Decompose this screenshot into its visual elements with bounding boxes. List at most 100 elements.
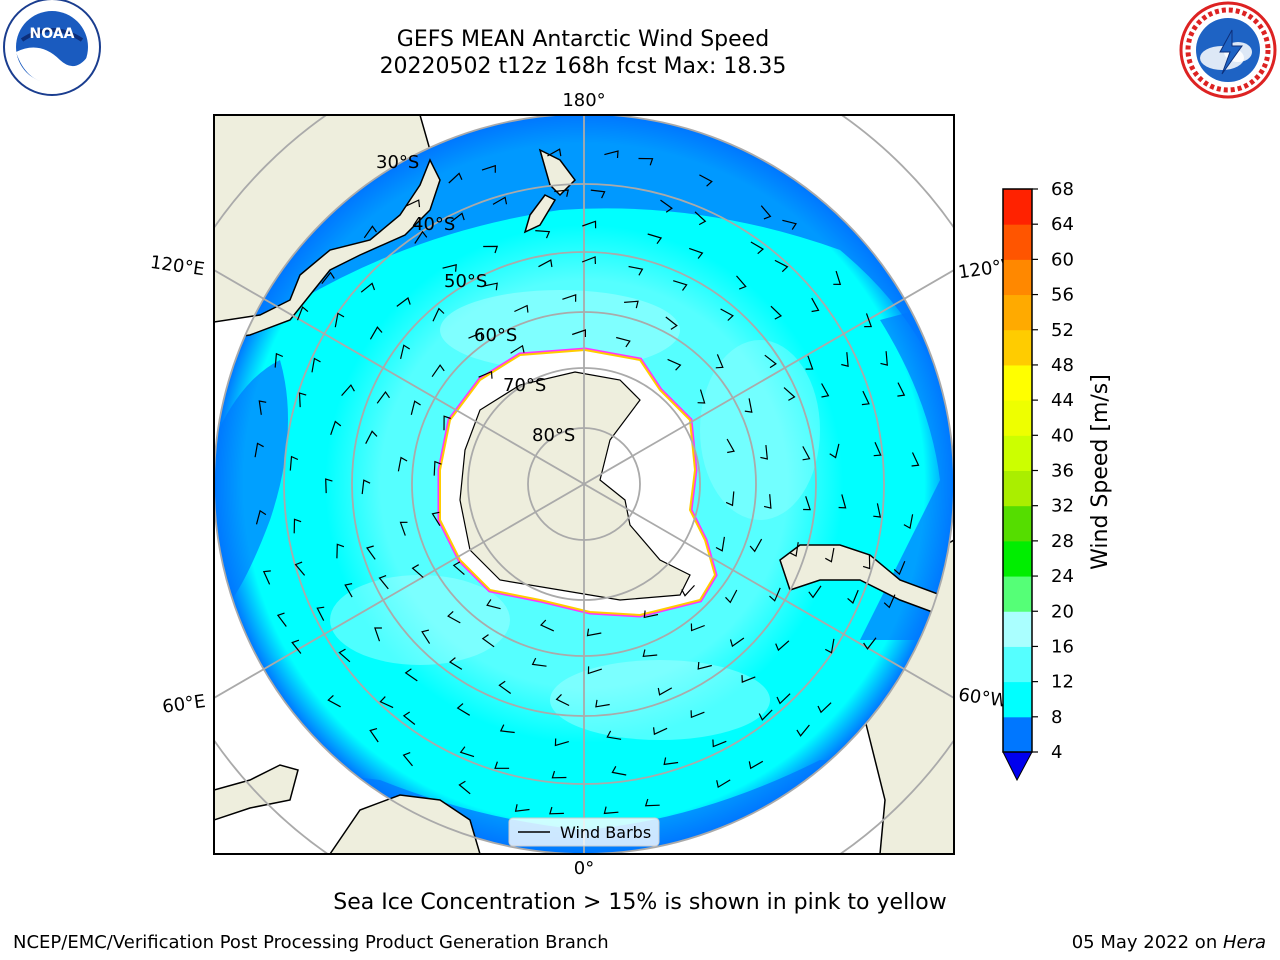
colorbar-band (1003, 294, 1032, 331)
wind-barb (291, 639, 302, 654)
wind-barb (873, 442, 882, 457)
wind-barb (363, 225, 377, 239)
colorbar-band (1003, 646, 1032, 683)
colorbar-tick-label: 36 (1051, 461, 1074, 482)
wind-barb (690, 710, 705, 719)
colorbar-band (1003, 259, 1032, 296)
barb-legend: Wind Barbs (508, 817, 660, 847)
noaa-logo: NOAA (3, 0, 101, 96)
wind-barb (606, 730, 622, 740)
wind-barb (414, 230, 428, 244)
wind-barb (774, 259, 789, 273)
colorbar-tick-label: 20 (1051, 601, 1074, 622)
wind-barb (595, 699, 610, 708)
wind-barb (258, 400, 267, 415)
wind-barb (763, 494, 772, 509)
wind-barb (443, 415, 451, 431)
colorbar-tick-label: 16 (1051, 636, 1074, 657)
wind-barb (325, 478, 333, 494)
colorbar-band (1003, 329, 1032, 366)
colorbar-band (1003, 435, 1032, 471)
wind-barb (562, 293, 577, 302)
wind-barb (673, 280, 688, 291)
wind-barb (402, 711, 416, 725)
wind-barb (338, 648, 351, 663)
colorbar-band (1003, 576, 1032, 612)
wind-barb (715, 536, 725, 552)
wind-barb (547, 148, 562, 157)
wind-barb (883, 594, 896, 609)
wind-barb (903, 514, 914, 530)
nws-logo (1179, 1, 1277, 99)
colorbar-band (1003, 224, 1032, 260)
footer-date: 05 May 2022 on Hera (1072, 932, 1266, 953)
wind-barb (581, 256, 596, 265)
wind-barb (378, 575, 389, 590)
wind-barb (421, 629, 431, 644)
wind-barb (330, 420, 342, 435)
map-frame (213, 114, 955, 855)
wind-barb (808, 585, 822, 599)
colorbar-tick-label: 28 (1051, 531, 1074, 552)
wind-barb (483, 282, 498, 291)
wind-barb (481, 634, 495, 648)
wind-barb (396, 297, 411, 307)
wind-barb (293, 518, 302, 534)
wind-barb (715, 354, 724, 369)
wind-barb (276, 612, 287, 627)
wind-barb (690, 623, 705, 632)
colorbar-band (1003, 716, 1032, 753)
colorbar-tick-label: 60 (1051, 249, 1074, 270)
wind-barb (760, 445, 768, 460)
longitude-labels: 180° 0° 120°E 120°W 60°E 60°W (149, 90, 1021, 879)
wind-barb (689, 247, 704, 259)
wind-barb (379, 696, 394, 709)
wind-barb (514, 804, 530, 812)
wind-barb (456, 703, 471, 716)
wind-barb (663, 757, 679, 766)
lat-label-60s: 60°S (474, 325, 517, 346)
wind-barb (782, 219, 797, 230)
wind-barb (432, 307, 445, 322)
wind-barb (316, 606, 325, 621)
colorbar-tick-label: 64 (1051, 214, 1074, 235)
colorbar-band (1003, 505, 1032, 542)
wind-barb (458, 780, 471, 795)
legend-label: Wind Barbs (560, 823, 651, 842)
wind-barb (694, 211, 707, 226)
wind-barb (468, 331, 483, 340)
wind-barb (789, 542, 799, 557)
wind-barb (725, 491, 735, 507)
colorbar-ticks: 68 64 60 56 52 48 44 40 36 32 28 24 20 16 12 8 4 (1032, 179, 1074, 763)
wind-barb (481, 164, 496, 173)
colorbar-band (1003, 400, 1032, 436)
colorbar-tick-label: 8 (1051, 707, 1062, 728)
wind-barb (893, 560, 906, 576)
wind-barb (769, 587, 781, 602)
lat-label-30s: 30°S (376, 152, 419, 173)
wind-barb (498, 680, 512, 694)
wind-barb (805, 355, 814, 370)
wind-barb (764, 354, 777, 369)
colorbar-band (1003, 611, 1032, 647)
wind-barb (744, 398, 753, 413)
graticule (214, 115, 954, 854)
wind-barb (603, 806, 619, 815)
colorbar-tick-label: 4 (1051, 742, 1062, 763)
wind-barb (478, 370, 493, 379)
wind-barb (572, 329, 586, 337)
wind-barb (862, 554, 871, 570)
wind-barb (321, 271, 335, 284)
lon-label-60e: 60°E (161, 691, 207, 718)
lat-label-70s: 70°S (503, 375, 546, 396)
wind-barb (404, 668, 418, 682)
colorbar-band (1003, 189, 1032, 225)
colorbar-extend-arrow (1002, 751, 1033, 782)
wind-barb (450, 212, 465, 223)
wind-barb (296, 306, 309, 321)
wind-barb (327, 694, 341, 708)
colorbar: 68 64 60 56 52 48 44 40 36 32 28 24 20 16 12 8 4 Wind Sp… (1002, 179, 1113, 782)
wind-barb (361, 479, 371, 495)
wind-barb (725, 589, 738, 604)
